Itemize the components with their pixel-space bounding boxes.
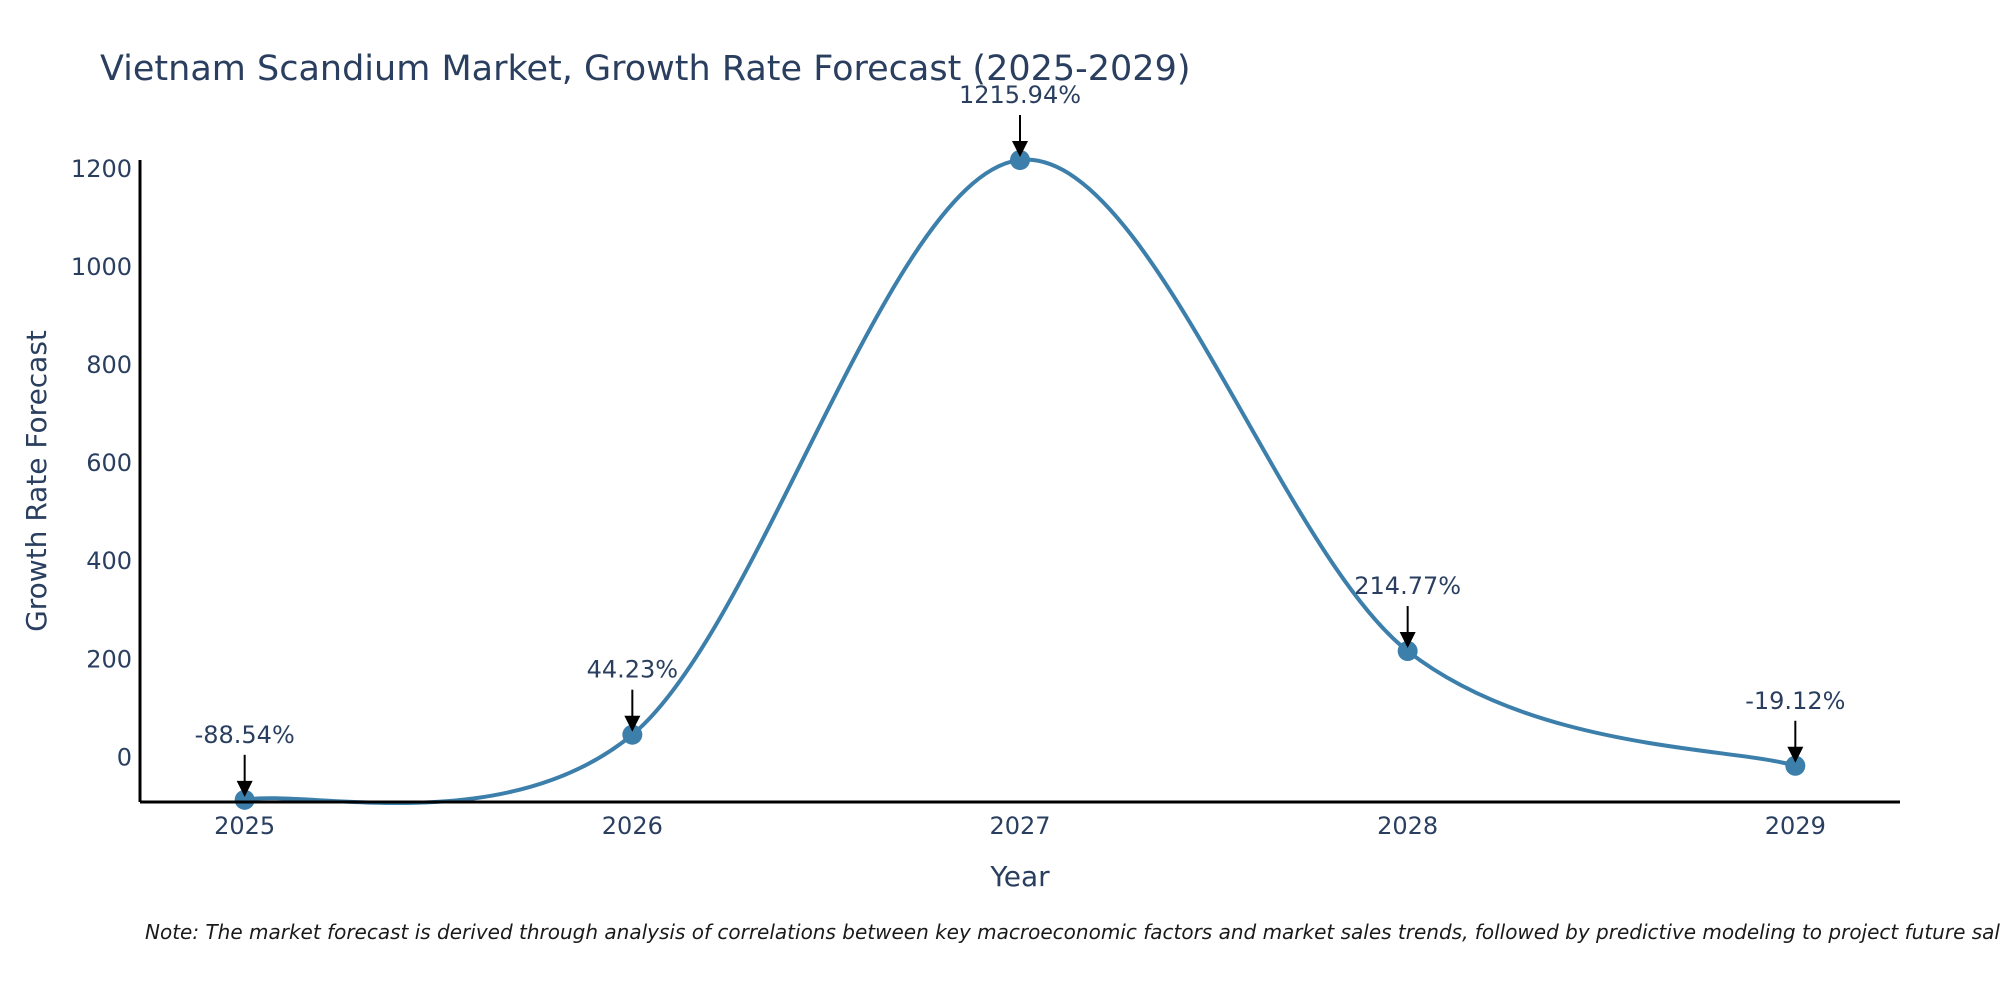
annotation-arrow-head bbox=[1787, 746, 1804, 763]
x-axis-ticks: 2025 2026 2027 2028 2029 bbox=[214, 812, 1826, 840]
x-tick-label: 2026 bbox=[602, 812, 663, 840]
y-tick-label: 600 bbox=[86, 449, 132, 477]
y-tick-label: 1000 bbox=[71, 253, 132, 281]
annotation-arrow-head bbox=[236, 780, 253, 797]
data-label: -19.12% bbox=[1745, 687, 1845, 715]
annotation-arrow-head bbox=[1012, 141, 1028, 157]
data-point bbox=[622, 724, 643, 745]
x-tick-label: 2027 bbox=[989, 812, 1050, 840]
y-tick-label: 800 bbox=[86, 351, 132, 379]
data-point bbox=[1785, 755, 1806, 776]
chart-title: Vietnam Scandium Market, Growth Rate For… bbox=[100, 49, 1191, 89]
annotation-arrow-head bbox=[1399, 632, 1416, 649]
data-point bbox=[234, 789, 255, 810]
x-tick-label: 2029 bbox=[1765, 812, 1826, 840]
y-tick-label: 200 bbox=[86, 645, 132, 673]
series-line bbox=[244, 157, 1796, 805]
data-label: 44.23% bbox=[587, 656, 679, 684]
data-point bbox=[1010, 150, 1030, 170]
data-point bbox=[1397, 641, 1418, 662]
footnote: Note: The market forecast is derived thr… bbox=[145, 920, 2000, 944]
data-annotations: -88.54% 44.23% 1215.94% 214.77% -19.12% bbox=[195, 81, 1845, 797]
annotation-arrow-head bbox=[624, 715, 641, 732]
y-tick-label: 1200 bbox=[71, 155, 132, 183]
data-label: 214.77% bbox=[1354, 572, 1461, 600]
y-axis-title: Growth Rate Forecast bbox=[20, 330, 53, 632]
data-label: -88.54% bbox=[195, 721, 295, 749]
x-tick-label: 2028 bbox=[1377, 812, 1438, 840]
x-tick-label: 2025 bbox=[214, 812, 275, 840]
data-label: 1215.94% bbox=[959, 81, 1081, 109]
x-axis-title: Year bbox=[989, 860, 1050, 893]
y-axis-ticks: 0 200 400 600 800 1000 1200 bbox=[71, 155, 132, 772]
y-tick-label: 400 bbox=[86, 547, 132, 575]
y-tick-label: 0 bbox=[117, 743, 132, 771]
series-markers bbox=[234, 150, 1806, 810]
